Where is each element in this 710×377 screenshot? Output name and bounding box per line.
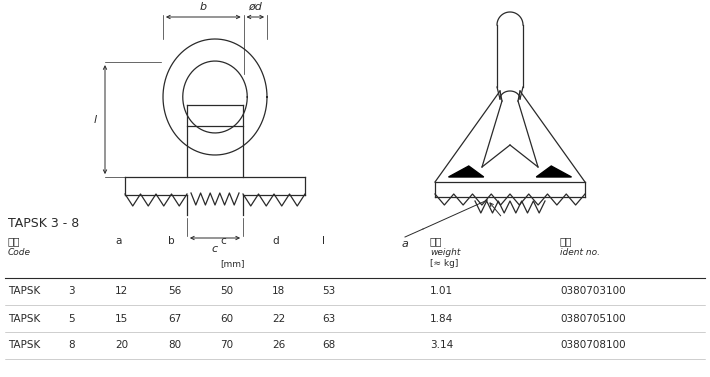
Polygon shape <box>449 166 484 177</box>
Text: 1.01: 1.01 <box>430 287 453 296</box>
Text: 1.84: 1.84 <box>430 314 453 323</box>
Text: [≈ kg]: [≈ kg] <box>430 259 459 268</box>
Text: 重量: 重量 <box>430 236 442 246</box>
Text: b: b <box>168 236 175 246</box>
Text: 0380708100: 0380708100 <box>560 340 626 351</box>
Text: 56: 56 <box>168 287 181 296</box>
Text: b: b <box>200 2 207 12</box>
Text: ident no.: ident no. <box>560 248 600 257</box>
Text: 3: 3 <box>68 287 75 296</box>
Text: TAPSK: TAPSK <box>8 340 40 351</box>
Text: l: l <box>322 236 325 246</box>
Text: 3.14: 3.14 <box>430 340 453 351</box>
Text: 0380705100: 0380705100 <box>560 314 626 323</box>
Text: 50: 50 <box>220 287 233 296</box>
Text: Code: Code <box>8 248 31 257</box>
Text: 0380703100: 0380703100 <box>560 287 626 296</box>
Text: 53: 53 <box>322 287 335 296</box>
Text: 70: 70 <box>220 340 233 351</box>
Text: 68: 68 <box>322 340 335 351</box>
Text: TAPSK: TAPSK <box>8 314 40 323</box>
Text: [mm]: [mm] <box>220 259 244 268</box>
Text: d: d <box>272 236 278 246</box>
Text: 26: 26 <box>272 340 285 351</box>
Polygon shape <box>536 166 572 177</box>
Text: 60: 60 <box>220 314 233 323</box>
Text: ød: ød <box>248 2 262 12</box>
Text: 型号: 型号 <box>8 236 21 246</box>
Text: 67: 67 <box>168 314 181 323</box>
Text: 22: 22 <box>272 314 285 323</box>
Text: 20: 20 <box>115 340 128 351</box>
Text: 8: 8 <box>68 340 75 351</box>
Text: TAPSK 3 - 8: TAPSK 3 - 8 <box>8 217 80 230</box>
Text: TAPSK: TAPSK <box>8 287 40 296</box>
Text: 12: 12 <box>115 287 129 296</box>
Text: 5: 5 <box>68 314 75 323</box>
Text: 18: 18 <box>272 287 285 296</box>
Text: weight: weight <box>430 248 460 257</box>
Text: c: c <box>212 244 218 254</box>
Text: a: a <box>115 236 121 246</box>
Text: l: l <box>94 115 97 125</box>
Text: 63: 63 <box>322 314 335 323</box>
Text: 15: 15 <box>115 314 129 323</box>
Text: c: c <box>220 236 226 246</box>
Text: a: a <box>402 239 408 249</box>
Text: 80: 80 <box>168 340 181 351</box>
Text: 货号: 货号 <box>560 236 572 246</box>
